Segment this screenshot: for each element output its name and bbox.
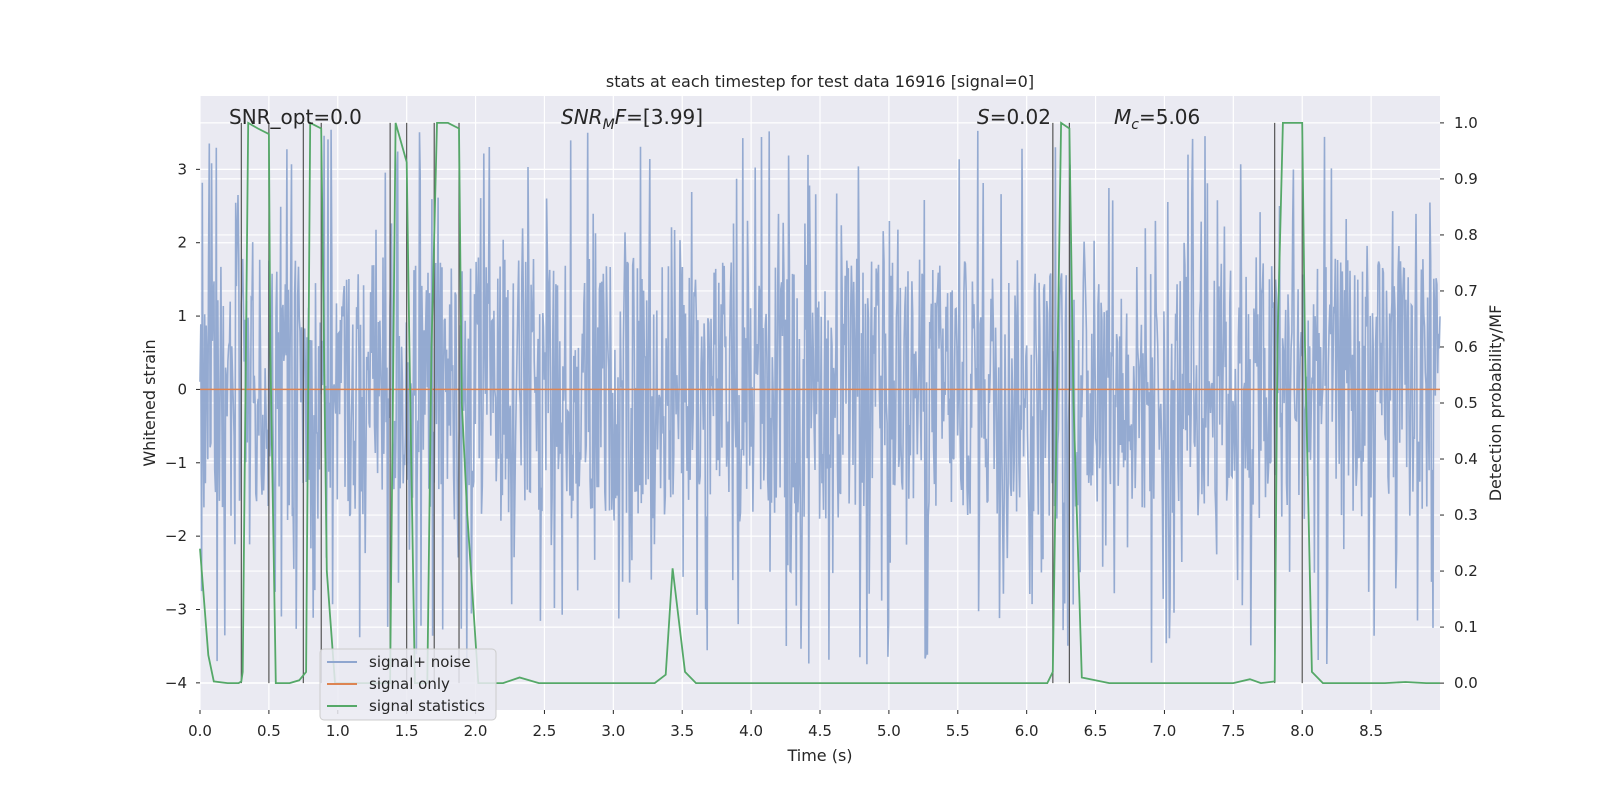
x-tick-label: 0.5 bbox=[257, 722, 281, 740]
y-tick-label: 2 bbox=[177, 234, 187, 252]
y-right-tick-label: 0.8 bbox=[1454, 226, 1478, 244]
legend: signal+ noise signal only signal statistic… bbox=[319, 648, 497, 721]
x-axis-ticks: 0.0 0.5 1.0 1.5 2.0 2.5 3.0 3.5 4.0 4.5 5.0 5.5 6.0 6… bbox=[188, 710, 1383, 740]
y-right-tick-label: 0.6 bbox=[1454, 338, 1478, 356]
chart-title: stats at each timestep for test data 169… bbox=[606, 72, 1034, 91]
y-tick-label: −1 bbox=[165, 454, 187, 472]
y-right-tick-label: 0.0 bbox=[1454, 674, 1478, 692]
x-tick-label: 6.5 bbox=[1084, 722, 1108, 740]
annotation-text: Mc=5.06 bbox=[1114, 105, 1200, 133]
annotation-text: SNR_opt=0.0 bbox=[229, 105, 362, 129]
y-axis-label: Whitened strain bbox=[140, 339, 159, 466]
x-tick-label: 8.5 bbox=[1359, 722, 1383, 740]
y-tick-label: −2 bbox=[165, 527, 187, 545]
x-tick-label: 1.5 bbox=[395, 722, 419, 740]
x-tick-label: 4.5 bbox=[808, 722, 832, 740]
x-tick-label: 0.0 bbox=[188, 722, 212, 740]
x-tick-label: 4.0 bbox=[739, 722, 763, 740]
y-right-tick-label: 0.9 bbox=[1454, 170, 1478, 188]
y-right-tick-label: 0.5 bbox=[1454, 394, 1478, 412]
x-tick-label: 3.5 bbox=[670, 722, 694, 740]
y-right-tick-label: 0.1 bbox=[1454, 618, 1478, 636]
x-tick-label: 5.5 bbox=[946, 722, 970, 740]
y-tick-label: −3 bbox=[165, 601, 187, 619]
x-tick-label: 8.0 bbox=[1290, 722, 1314, 740]
x-axis-label: Time (s) bbox=[786, 746, 852, 765]
x-tick-label: 5.0 bbox=[877, 722, 901, 740]
x-tick-label: 7.5 bbox=[1221, 722, 1245, 740]
x-tick-label: 2.0 bbox=[464, 722, 488, 740]
y-right-tick-label: 1.0 bbox=[1454, 114, 1478, 132]
y-right-tick-label: 0.4 bbox=[1454, 450, 1478, 468]
x-tick-label: 6.0 bbox=[1015, 722, 1039, 740]
y-right-axis-label: Detection probability/MF bbox=[1486, 305, 1505, 502]
y-tick-label: 3 bbox=[177, 160, 187, 178]
y-tick-label: 0 bbox=[177, 380, 187, 398]
annotations: SNR_opt=0.0 SNRMF=[3.99] S=0.02 Mc=5.06 bbox=[229, 105, 1200, 133]
y-right-axis-ticks: 0.0 0.1 0.2 0.3 0.4 0.5 0.6 0.7 0.8 0.9 1.0 bbox=[1440, 114, 1478, 692]
y-axis-ticks: −4 −3 −2 −1 0 1 2 3 bbox=[165, 160, 200, 692]
y-tick-label: −4 bbox=[165, 674, 187, 692]
legend-label: signal statistics bbox=[369, 697, 485, 715]
x-tick-label: 1.0 bbox=[326, 722, 350, 740]
legend-label: signal only bbox=[369, 675, 450, 693]
y-tick-label: 1 bbox=[177, 307, 187, 325]
x-tick-label: 2.5 bbox=[533, 722, 557, 740]
y-right-tick-label: 0.3 bbox=[1454, 506, 1478, 524]
annotation-text: SNRMF=[3.99] bbox=[561, 105, 703, 133]
legend-box bbox=[319, 648, 497, 721]
annotation-text: S=0.02 bbox=[977, 105, 1051, 129]
x-tick-label: 7.0 bbox=[1153, 722, 1177, 740]
x-tick-label: 3.0 bbox=[601, 722, 625, 740]
y-right-tick-label: 0.2 bbox=[1454, 562, 1478, 580]
legend-label: signal+ noise bbox=[369, 653, 471, 671]
y-right-tick-label: 0.7 bbox=[1454, 282, 1478, 300]
